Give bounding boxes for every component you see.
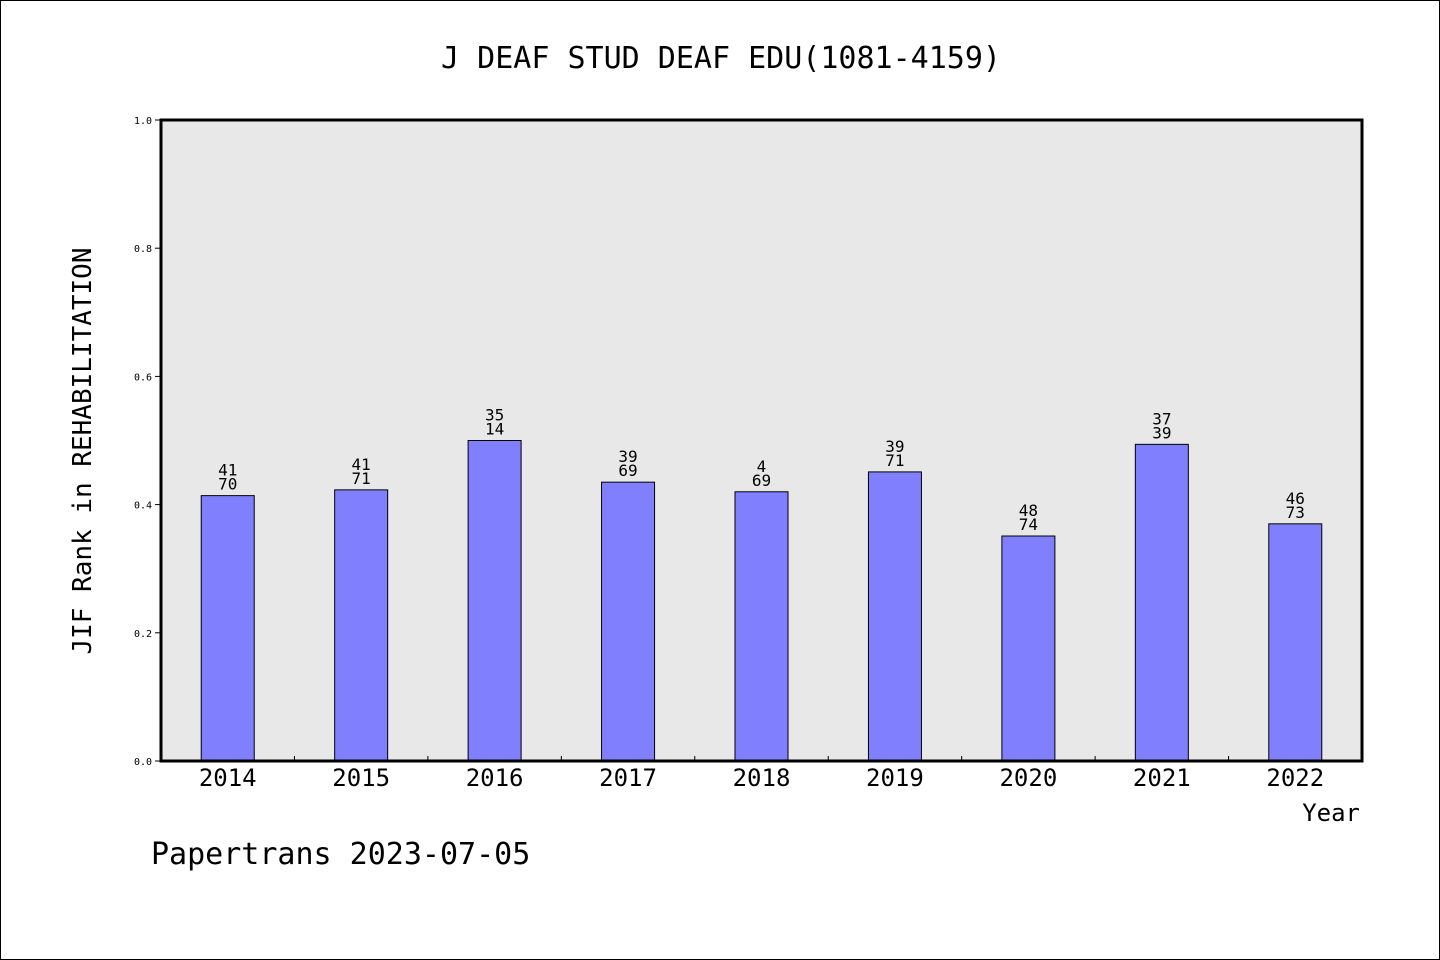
data-label-total-2014: 70 — [218, 475, 237, 494]
data-label-rank-2019: 39 — [885, 437, 904, 456]
data-label-total-2017: 69 — [618, 461, 637, 480]
data-label-total-2018: 69 — [752, 471, 771, 490]
bar-2020 — [1001, 535, 1056, 762]
y-tick-label-1.0: 1.0 — [134, 116, 152, 127]
y-axis: 0.0 0.2 0.4 0.6 0.8 1.0 — [134, 116, 161, 768]
bar-2018 — [734, 491, 789, 762]
data-label-total-2020: 74 — [1019, 515, 1038, 534]
data-label-rank-2018: 4 — [757, 457, 767, 476]
data-label-total-2022: 73 — [1286, 503, 1305, 522]
y-tick-label-0.4: 0.4 — [134, 501, 152, 512]
y-tick-label-0.0: 0.0 — [134, 757, 152, 768]
data-label-rank-2015: 41 — [352, 455, 371, 474]
data-label-total-2021: 39 — [1152, 423, 1171, 442]
plot-border — [159, 118, 1364, 763]
x-tick-label-2014: 2014 — [199, 764, 257, 792]
data-label-total-2015: 71 — [352, 469, 371, 488]
x-tick-label-2022: 2022 — [1266, 764, 1324, 792]
x-tick-label-2021: 2021 — [1133, 764, 1191, 792]
bars-layer — [200, 440, 1323, 762]
data-label-rank-2016: 35 — [485, 406, 504, 425]
bar-2022 — [1268, 523, 1323, 762]
data-label-rank-2017: 39 — [618, 447, 637, 466]
x-tick-label-2019: 2019 — [866, 764, 924, 792]
chart-title: J DEAF STUD DEAF EDU(1081-4159) — [441, 41, 1001, 76]
data-label-total-2016: 14 — [485, 420, 504, 439]
data-label-rank-2014: 41 — [218, 461, 237, 480]
y-tick-label-0.8: 0.8 — [134, 244, 152, 255]
x-axis: 2014 2015 2016 2017 2018 2019 2020 2021 2022 — [199, 756, 1324, 792]
x-tick-label-2018: 2018 — [733, 764, 791, 792]
data-label-total-2019: 71 — [885, 451, 904, 470]
data-label-rank-2022: 46 — [1286, 489, 1305, 508]
y-tick-label-0.6: 0.6 — [134, 372, 152, 383]
data-label-rank-2020: 48 — [1019, 501, 1038, 520]
x-tick-label-2016: 2016 — [466, 764, 524, 792]
bar-2015 — [334, 489, 389, 762]
x-tick-label-2015: 2015 — [332, 764, 390, 792]
bar-2014 — [200, 495, 255, 762]
x-axis-label: Year — [1302, 799, 1360, 827]
data-label-rank-2021: 37 — [1152, 409, 1171, 428]
bar-2021 — [1134, 443, 1189, 762]
y-axis-label: JIF Rank in REHABILITATION — [68, 248, 98, 655]
y-tick-label-0.2: 0.2 — [134, 629, 152, 640]
bar-2019 — [867, 471, 922, 762]
footer-credit: Papertrans 2023-07-05 — [151, 837, 530, 872]
x-tick-label-2020: 2020 — [999, 764, 1057, 792]
bar-2017 — [601, 481, 656, 762]
x-tick-label-2017: 2017 — [599, 764, 657, 792]
bar-2016 — [467, 440, 522, 762]
